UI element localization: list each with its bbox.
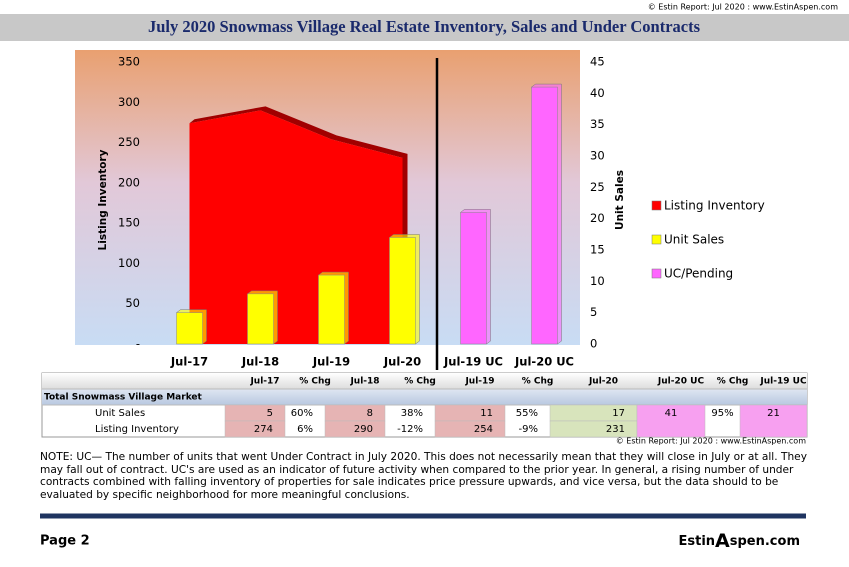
x-tick-label: Jul-17 <box>170 355 208 369</box>
x-tick-label: Jul-20 UC <box>514 355 574 369</box>
row-label: Listing Inventory <box>95 424 179 435</box>
table-cell: 60% <box>291 408 313 419</box>
table-header: % Chg <box>299 377 331 387</box>
page-number: Page 2 <box>40 534 90 549</box>
y2-tick-label: 25 <box>590 180 605 194</box>
table-cell: -9% <box>519 424 538 435</box>
brand-part: spen.com <box>730 534 800 549</box>
table-header: Jul-20 UC <box>657 377 705 387</box>
cell-bg <box>324 420 386 438</box>
y2-tick-label: 30 <box>590 149 605 163</box>
table-header-bg <box>42 373 807 389</box>
legend-label: UC/Pending <box>664 267 733 281</box>
y-tick-label: 200 <box>118 175 140 189</box>
y2-tick-label: 45 <box>590 55 605 69</box>
source: © Estin Report: Jul 2020 : www.EstinAspe… <box>616 437 806 446</box>
area <box>189 110 403 344</box>
row-label: Unit Sales <box>95 408 145 419</box>
y2-tick-label: 0 <box>590 337 597 351</box>
table-cell: 5 <box>267 408 273 419</box>
table-cell: 55% <box>516 408 538 419</box>
table-header: Jul-17 <box>249 377 279 387</box>
cell-bg <box>224 420 286 438</box>
y-tick-label: 100 <box>118 256 140 270</box>
table-header: % Chg <box>522 377 554 387</box>
cell-bg <box>324 404 386 422</box>
table-cell: 290 <box>354 424 373 435</box>
table-header: % Chg <box>404 377 436 387</box>
cell-bg <box>434 404 506 422</box>
cell-bg <box>224 404 286 422</box>
y-tick-label: 150 <box>118 216 140 230</box>
table-cell: 38% <box>401 408 423 419</box>
y2-tick-label: 20 <box>590 211 605 225</box>
bar <box>247 293 274 345</box>
title-bar <box>0 14 849 41</box>
table-cell: 6% <box>297 424 313 435</box>
brand-part: A <box>715 530 730 552</box>
y2-tick-label: 15 <box>590 243 605 257</box>
y2-axis-title: Unit Sales <box>614 170 626 230</box>
copyright: © Estin Report: Jul 2020 : www.EstinAspe… <box>648 3 838 12</box>
table-header: Jul-19 <box>464 377 494 387</box>
cell-bg <box>739 404 808 438</box>
bar <box>176 312 203 345</box>
y-tick-label: 300 <box>118 95 140 109</box>
bar <box>318 274 345 345</box>
table-cell: 41 <box>665 408 678 419</box>
title: July 2020 Snowmass Village Real Estate I… <box>148 17 701 36</box>
table-cell: 21 <box>767 408 780 419</box>
table-cell: 274 <box>254 424 273 435</box>
table-cell: 254 <box>474 424 493 435</box>
table-cell: 95% <box>711 408 733 419</box>
y-tick-label: 50 <box>125 296 140 310</box>
y-tick-label: 350 <box>118 55 140 69</box>
y2-tick-label: 40 <box>590 86 605 100</box>
bar <box>460 212 487 345</box>
table-cell: 17 <box>612 408 625 419</box>
cell-bg <box>636 404 706 438</box>
x-tick-label: Jul-19 UC <box>443 355 503 369</box>
bar <box>389 237 416 345</box>
table-cell: 231 <box>606 424 625 435</box>
table-cell: -12% <box>397 424 423 435</box>
y2-tick-label: 10 <box>590 274 605 288</box>
brand: EstinAspen.com <box>678 530 800 552</box>
y-tick-label: 250 <box>118 135 140 149</box>
table-cell: 8 <box>367 408 373 419</box>
legend-swatch <box>651 200 662 211</box>
x-tick-label: Jul-20 <box>383 355 421 369</box>
x-tick-label: Jul-18 <box>241 355 279 369</box>
legend-swatch <box>651 268 662 279</box>
table-header: % Chg <box>717 377 749 387</box>
table-header: Jul-18 <box>349 377 379 387</box>
x-tick-label: Jul-19 <box>312 355 350 369</box>
y2-tick-label: 5 <box>590 305 597 319</box>
y2-tick-label: 35 <box>590 117 605 131</box>
y-tick-label: - <box>136 337 140 351</box>
legend-label: Unit Sales <box>664 233 724 247</box>
brand-part: Estin <box>678 534 715 549</box>
legend-label: Listing Inventory <box>664 199 765 213</box>
note: NOTE: UC— The number of units that went … <box>40 451 807 501</box>
legend-swatch <box>651 234 662 245</box>
bar <box>531 86 558 345</box>
y-axis-title: Listing Inventory <box>97 149 109 250</box>
table-section: Total Snowmass Village Market <box>44 393 203 403</box>
table-section-bg <box>42 389 807 405</box>
table-cell: 11 <box>480 408 493 419</box>
table-header: Jul-20 <box>588 377 618 387</box>
cell-bg <box>434 420 506 438</box>
table-header: Jul-19 UC <box>759 377 807 387</box>
